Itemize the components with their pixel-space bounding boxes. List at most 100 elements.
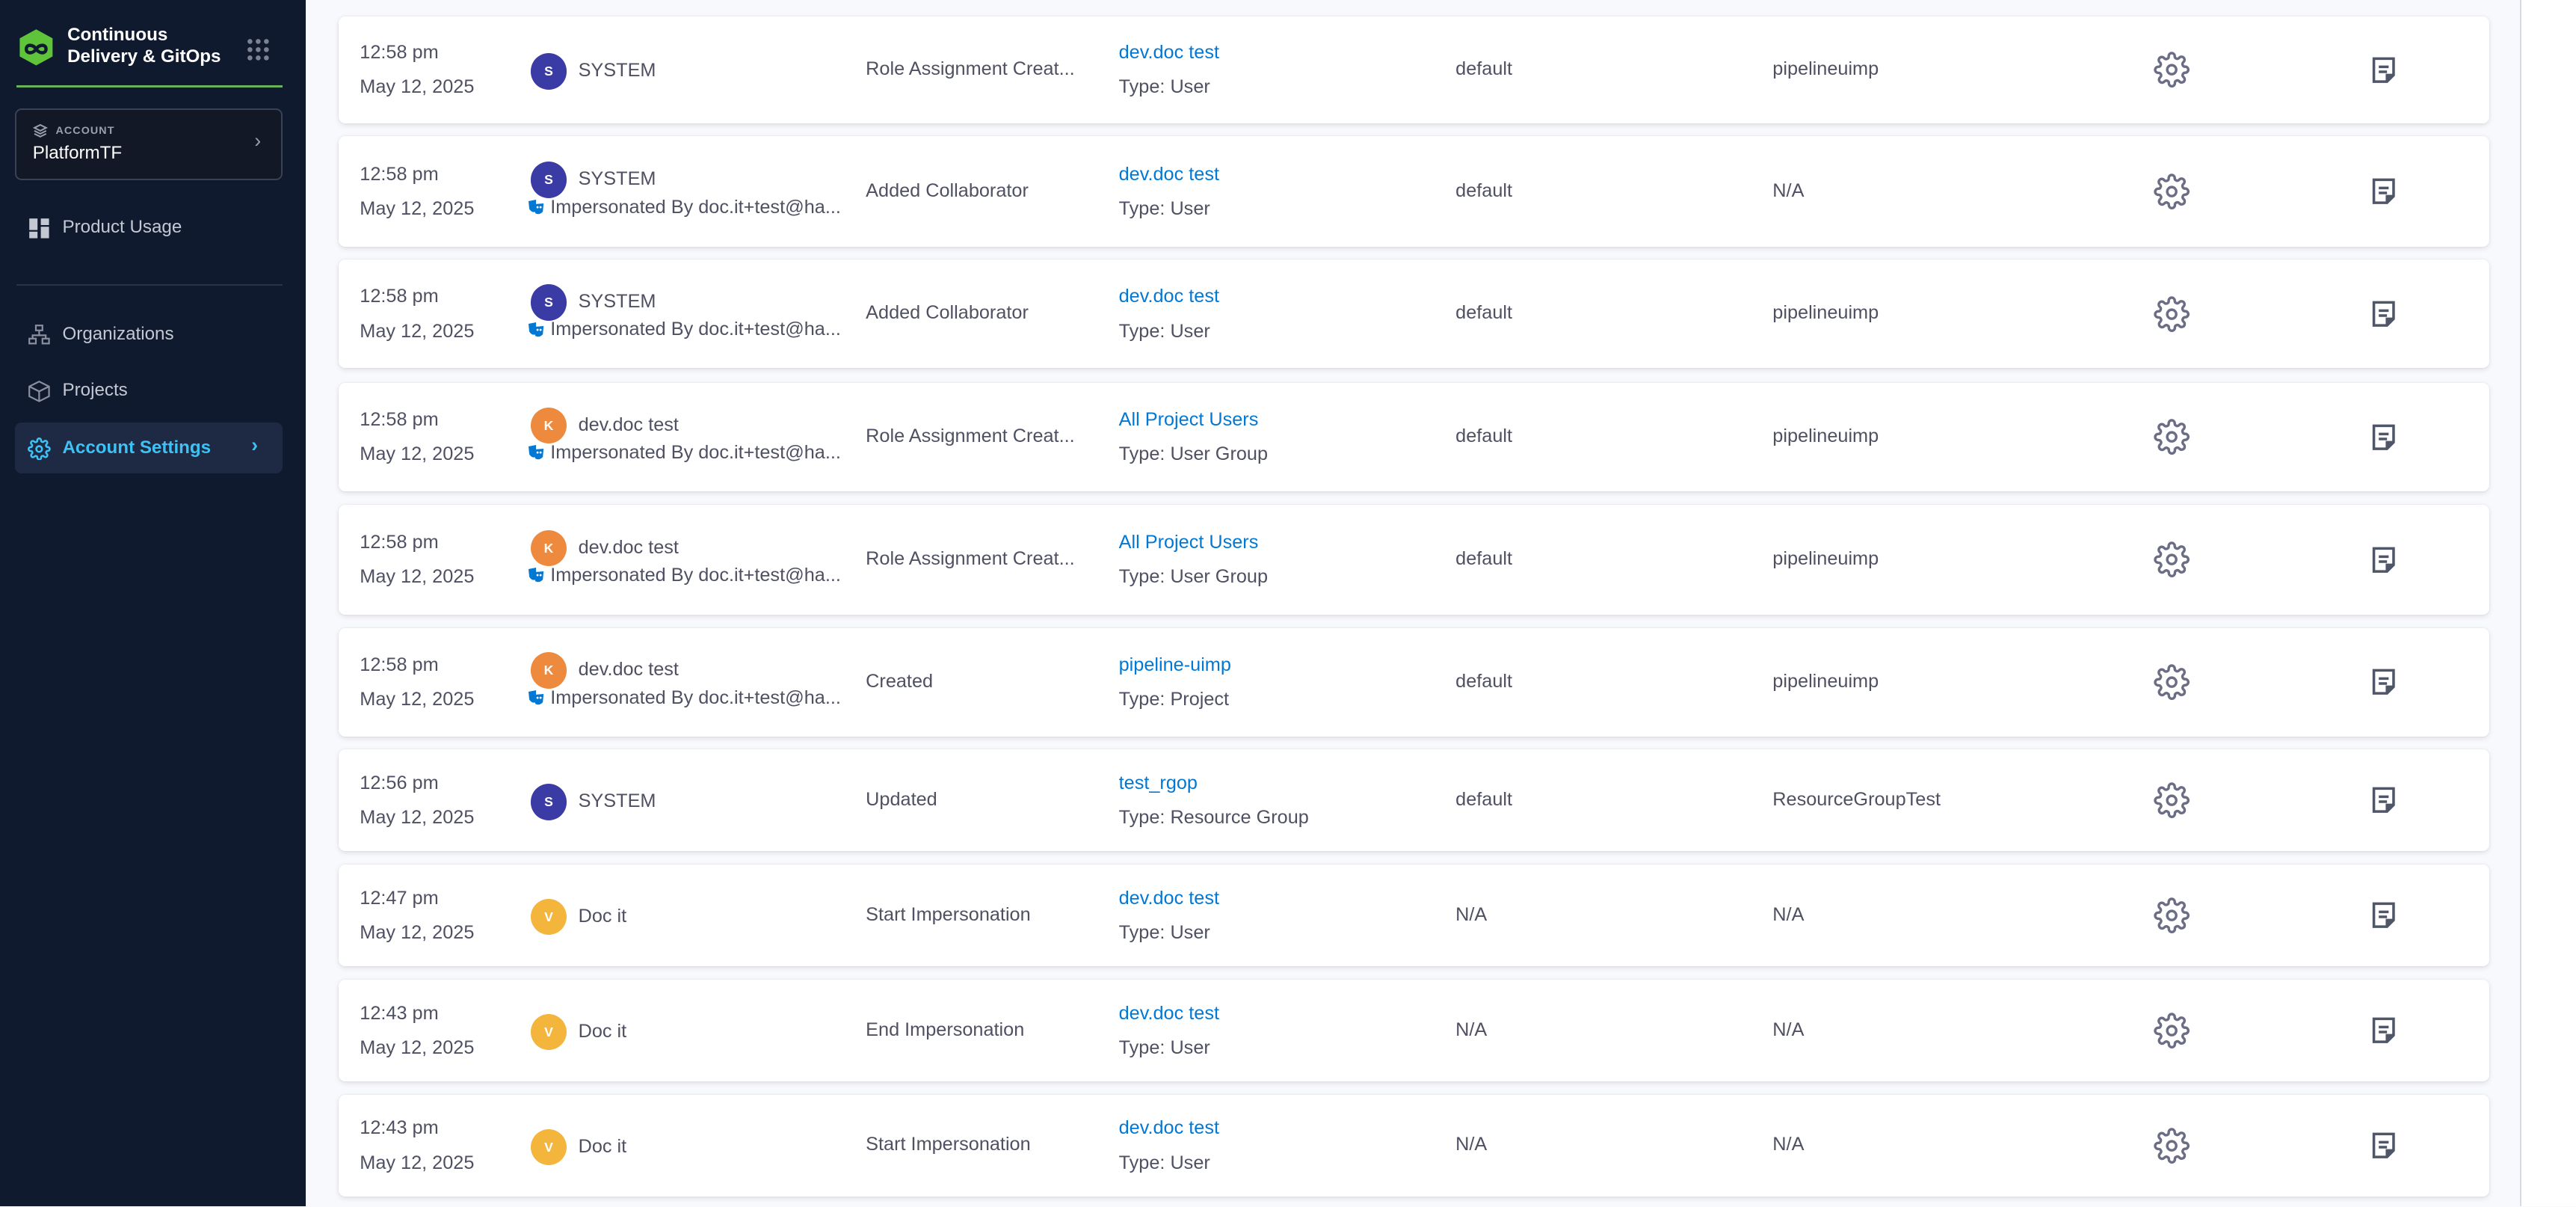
- resource-link[interactable]: dev.doc test: [1118, 163, 1219, 185]
- user-avatar: S: [530, 784, 567, 820]
- user-avatar: V: [530, 1128, 567, 1166]
- user-name: SYSTEM: [578, 790, 656, 812]
- organization: default: [1455, 670, 1512, 692]
- project: ResourceGroupTest: [1772, 788, 1941, 810]
- project: N/A: [1772, 179, 1805, 201]
- module-title-line1: Continuous: [67, 24, 168, 45]
- chevron-right-icon: ›: [254, 129, 262, 153]
- panel-divider: [2520, 0, 2522, 1207]
- module-title-line2: Delivery & GitOps: [67, 46, 221, 67]
- account-selector[interactable]: ACCOUNT PlatformTF ›: [14, 108, 283, 181]
- impersonated-by-text: Impersonated By doc.it+test@ha...: [550, 442, 841, 464]
- event-time: 12:58 pm: [360, 286, 439, 307]
- user-name: SYSTEM: [578, 60, 656, 82]
- audit-row[interactable]: 12:47 pm May 12, 2025 V Doc it Start Imp…: [338, 864, 2489, 967]
- sidebar-item-projects[interactable]: Projects: [15, 365, 283, 416]
- event-time: 12:43 pm: [360, 1117, 439, 1139]
- audit-row[interactable]: 12:58 pm May 12, 2025 K dev.doc test Imp…: [338, 383, 2489, 492]
- resource-type: Type: User Group: [1118, 443, 1269, 465]
- action: Start Impersonation: [866, 1134, 1031, 1155]
- user-avatar: V: [530, 899, 567, 936]
- sidebar-item-organizations[interactable]: Organizations: [15, 309, 283, 360]
- resource-type: Type: User: [1118, 1036, 1210, 1058]
- module-gear-icon: [2154, 173, 2190, 215]
- action: Role Assignment Creat...: [866, 426, 1075, 447]
- user-name: dev.doc test: [578, 659, 679, 681]
- audit-row[interactable]: 12:58 pm May 12, 2025 K dev.doc test Imp…: [338, 504, 2489, 615]
- action: Created: [866, 670, 934, 692]
- impersonated-by: Impersonated By doc.it+test@ha...: [527, 687, 841, 709]
- event-summary-icon[interactable]: [2369, 545, 2399, 580]
- resource-link[interactable]: All Project Users: [1118, 531, 1259, 553]
- audit-row[interactable]: 12:58 pm May 12, 2025 K dev.doc test Imp…: [338, 627, 2489, 737]
- dashboard-icon: [29, 218, 49, 239]
- event-summary-icon[interactable]: [2369, 176, 2399, 212]
- audit-row[interactable]: 12:56 pm May 12, 2025 S SYSTEM Updated t…: [338, 749, 2489, 852]
- right-pane: [2521, 0, 2576, 1207]
- user-avatar: K: [530, 408, 567, 444]
- action: Role Assignment Creat...: [866, 58, 1075, 79]
- resource-type: Type: User: [1118, 76, 1210, 98]
- module-header: Continuous Delivery & GitOps: [16, 24, 283, 88]
- user-avatar: K: [530, 652, 567, 689]
- resource-link[interactable]: All Project Users: [1118, 409, 1259, 431]
- event-date: May 12, 2025: [360, 443, 475, 465]
- sidebar: Continuous Delivery & GitOps ACCOUNT Plat…: [0, 0, 306, 1207]
- audit-row[interactable]: 12:43 pm May 12, 2025 V Doc it Start Imp…: [338, 1094, 2489, 1197]
- project: pipelineuimp: [1772, 547, 1879, 569]
- event-time: 12:58 pm: [360, 654, 439, 675]
- resource-type: Type: User: [1118, 320, 1210, 342]
- audit-row[interactable]: 12:58 pm May 12, 2025 S SYSTEM Impersona…: [338, 259, 2489, 369]
- resource-type: Type: User: [1118, 921, 1210, 943]
- resource-link[interactable]: dev.doc test: [1118, 1002, 1219, 1024]
- audit-row[interactable]: 12:58 pm May 12, 2025 S SYSTEM Impersona…: [338, 136, 2489, 247]
- sidebar-item-product-usage[interactable]: Product Usage: [15, 202, 283, 253]
- sidebar-item-label: Product Usage: [62, 217, 182, 238]
- event-summary-icon[interactable]: [2369, 299, 2399, 334]
- cube-icon: [28, 380, 51, 402]
- impersonation-mask-icon: [527, 442, 550, 463]
- organization: default: [1455, 58, 1512, 79]
- project: pipelineuimp: [1772, 58, 1879, 79]
- audit-row[interactable]: 12:58 pm May 12, 2025 S SYSTEM Role Assi…: [338, 16, 2489, 123]
- sidebar-item-account-settings[interactable]: Account Settings ›: [14, 422, 283, 473]
- event-summary-icon[interactable]: [2369, 1016, 2399, 1051]
- event-time: 12:43 pm: [360, 1002, 439, 1024]
- impersonated-by-text: Impersonated By doc.it+test@ha...: [550, 319, 841, 340]
- resource-link[interactable]: dev.doc test: [1118, 42, 1219, 64]
- event-summary-icon[interactable]: [2369, 785, 2399, 820]
- user-avatar: S: [530, 284, 567, 321]
- event-summary-icon[interactable]: [2369, 55, 2399, 90]
- resource-link[interactable]: pipeline-uimp: [1118, 654, 1231, 675]
- action: End Impersonation: [866, 1019, 1025, 1040]
- user-name: Doc it: [578, 1135, 627, 1157]
- module-gear-icon: [2154, 419, 2190, 460]
- organization: default: [1455, 302, 1512, 324]
- event-summary-icon[interactable]: [2369, 900, 2399, 936]
- event-date: May 12, 2025: [360, 921, 475, 943]
- event-summary-icon[interactable]: [2369, 667, 2399, 702]
- module-gear-icon: [2154, 295, 2190, 337]
- module-gear-icon: [2154, 52, 2190, 93]
- event-time: 12:58 pm: [360, 409, 439, 431]
- event-time: 12:47 pm: [360, 887, 439, 909]
- user-avatar: K: [530, 529, 567, 567]
- module-gear-icon: [2154, 664, 2190, 705]
- organization: N/A: [1455, 1019, 1488, 1040]
- resource-link[interactable]: dev.doc test: [1118, 286, 1219, 307]
- layers-icon: [32, 123, 48, 138]
- event-date: May 12, 2025: [360, 688, 475, 710]
- resource-link[interactable]: test_rgop: [1118, 772, 1198, 793]
- account-label: ACCOUNT: [55, 124, 115, 137]
- audit-row[interactable]: 12:43 pm May 12, 2025 V Doc it End Imper…: [338, 979, 2489, 1082]
- resource-type: Type: Resource Group: [1118, 807, 1309, 829]
- resource-link[interactable]: dev.doc test: [1118, 1117, 1219, 1139]
- impersonation-mask-icon: [527, 687, 550, 708]
- user-name: Doc it: [578, 905, 627, 927]
- app-grid-icon[interactable]: [247, 38, 270, 61]
- project: N/A: [1772, 903, 1805, 925]
- event-summary-icon[interactable]: [2369, 423, 2399, 458]
- event-summary-icon[interactable]: [2369, 1131, 2399, 1166]
- organization: default: [1455, 426, 1512, 447]
- resource-link[interactable]: dev.doc test: [1118, 887, 1219, 909]
